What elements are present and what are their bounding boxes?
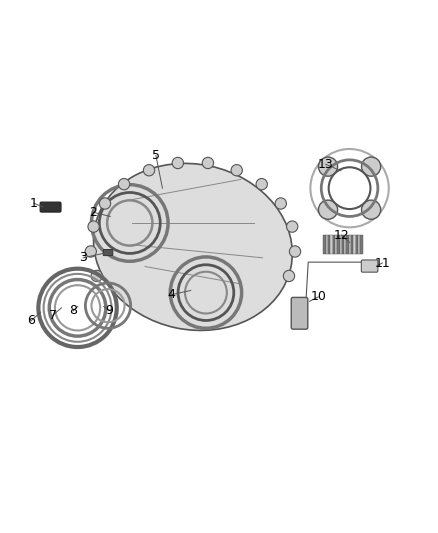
Bar	[323, 235, 326, 254]
Text: 12: 12	[334, 229, 350, 241]
Circle shape	[143, 165, 155, 176]
Text: 8: 8	[69, 304, 77, 317]
Circle shape	[172, 157, 184, 168]
Bar	[349, 235, 351, 254]
Text: 10: 10	[310, 290, 326, 303]
Text: 13: 13	[318, 158, 333, 171]
Circle shape	[99, 198, 111, 209]
Bar	[335, 235, 337, 254]
Text: 9: 9	[106, 303, 113, 317]
Circle shape	[88, 221, 99, 232]
Circle shape	[361, 200, 381, 219]
Circle shape	[118, 179, 130, 190]
Bar	[356, 235, 358, 254]
Bar	[328, 235, 330, 254]
Text: 2: 2	[89, 206, 97, 219]
FancyBboxPatch shape	[103, 249, 113, 256]
Text: 6: 6	[27, 314, 35, 327]
Circle shape	[231, 165, 242, 176]
Bar	[353, 235, 356, 254]
Text: 7: 7	[49, 309, 57, 322]
Circle shape	[318, 157, 338, 176]
Circle shape	[290, 246, 300, 257]
Text: 1: 1	[30, 197, 38, 210]
Circle shape	[361, 157, 381, 176]
Bar	[344, 235, 346, 254]
Circle shape	[202, 157, 214, 168]
Bar	[346, 235, 349, 254]
Ellipse shape	[93, 164, 292, 330]
Bar	[342, 235, 344, 254]
Circle shape	[91, 270, 102, 281]
Text: 3: 3	[79, 251, 87, 264]
Text: 4: 4	[167, 288, 175, 301]
FancyBboxPatch shape	[361, 260, 378, 272]
Text: 5: 5	[152, 149, 160, 162]
Circle shape	[85, 246, 96, 257]
Circle shape	[286, 221, 298, 232]
Bar	[351, 235, 353, 254]
Circle shape	[275, 198, 286, 209]
Bar	[360, 235, 363, 254]
Bar	[358, 235, 360, 254]
Bar	[326, 235, 328, 254]
Circle shape	[318, 200, 338, 219]
Bar	[339, 235, 342, 254]
FancyBboxPatch shape	[40, 202, 61, 212]
Circle shape	[256, 179, 267, 190]
Bar	[330, 235, 333, 254]
Text: 11: 11	[374, 256, 390, 270]
Circle shape	[283, 270, 295, 281]
Bar	[337, 235, 339, 254]
FancyBboxPatch shape	[291, 297, 308, 329]
Bar	[333, 235, 335, 254]
